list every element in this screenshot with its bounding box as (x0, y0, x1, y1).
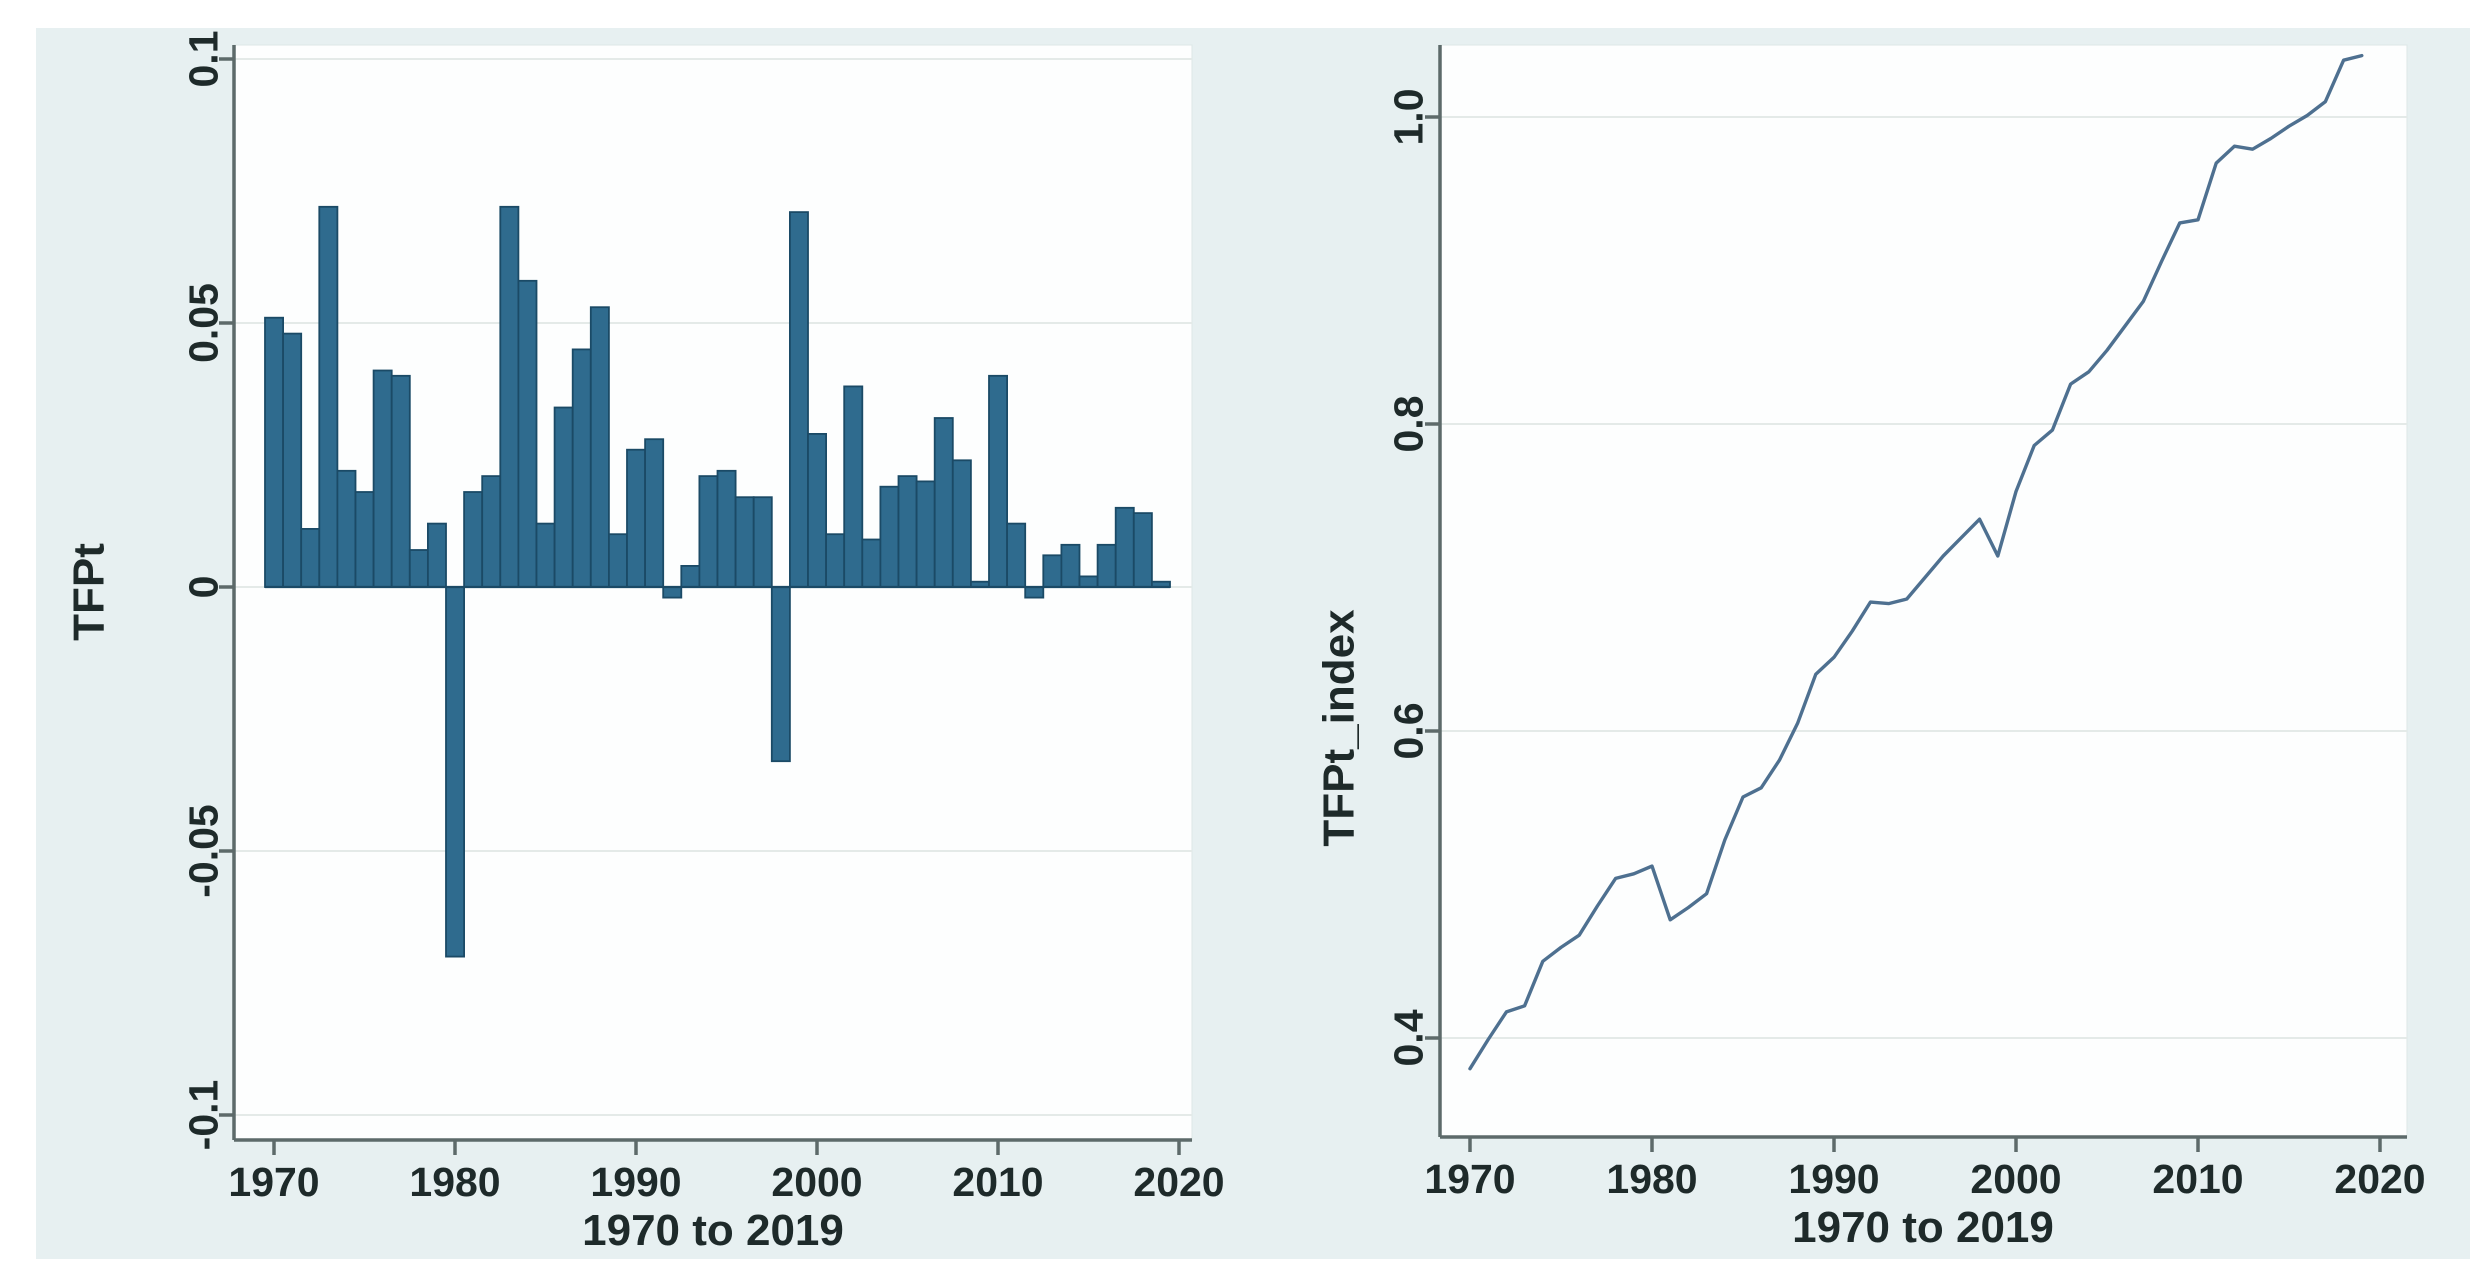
bar-2016 (1096, 543, 1117, 588)
bar-1973 (318, 205, 339, 588)
bar-1983 (499, 205, 520, 588)
bar-2002 (843, 385, 864, 588)
x-tick-label: 1980 (409, 1159, 500, 1205)
bar-2014 (1060, 543, 1081, 588)
x-tick-label: 2020 (2334, 1156, 2425, 1202)
plot-area (233, 44, 1193, 1141)
bar-2008 (951, 459, 972, 588)
bar-2010 (988, 374, 1009, 588)
y-tick-label: -0.1 (180, 1080, 226, 1151)
bar-2001 (825, 533, 846, 588)
bar-1991 (644, 438, 665, 588)
bar-2018 (1132, 512, 1153, 588)
bar-1987 (571, 348, 592, 588)
y-tick-label: 0.8 (1385, 396, 1431, 453)
y-tick-label: 0.1 (180, 31, 226, 88)
bar-1974 (336, 469, 357, 588)
x-tick-label: 1980 (1606, 1156, 1697, 1202)
bar-1988 (589, 306, 610, 588)
bar-1997 (752, 496, 773, 588)
bar-2013 (1042, 554, 1063, 588)
bar-2003 (861, 538, 882, 588)
bar-2017 (1114, 506, 1135, 588)
bar-1985 (535, 522, 556, 588)
bar-1984 (517, 279, 538, 588)
bar-1980 (445, 586, 466, 958)
bar-2000 (807, 432, 828, 588)
y-tick-label: 0.05 (180, 283, 226, 363)
y-tick-label: 0.4 (1385, 1009, 1431, 1066)
y-tick-label: -0.05 (180, 804, 226, 897)
right-x-axis-title: 1970 to 2019 (1792, 1203, 2054, 1252)
bar-1989 (608, 533, 628, 588)
bar-1975 (354, 491, 375, 588)
x-tick-label: 1970 (228, 1159, 319, 1205)
bar-1990 (626, 448, 647, 588)
tfpt-index-line-chart: 1.0 0.8 0.6 0.4 1970 1980 1990 2000 2010 2020 TFP… (1314, 44, 2426, 1252)
y-tick-label: 0.6 (1385, 703, 1431, 760)
bar-1995 (716, 469, 737, 588)
x-tick-label: 2020 (1133, 1159, 1224, 1205)
bar-1996 (734, 496, 755, 588)
bar-2007 (933, 417, 954, 588)
plot-area (1439, 44, 2408, 1138)
bar-1986 (553, 406, 574, 588)
bar-1981 (463, 491, 484, 588)
bar-1971 (282, 332, 303, 588)
bar-2006 (915, 480, 936, 588)
x-tick-label: 2000 (1970, 1156, 2061, 1202)
bar-1977 (390, 374, 411, 588)
bar-1972 (300, 528, 321, 588)
bar-1970 (264, 316, 285, 588)
bar-1982 (481, 475, 502, 588)
bar-2011 (1006, 522, 1027, 588)
x-tick-label: 1990 (590, 1159, 681, 1205)
bar-2004 (879, 485, 900, 588)
bar-1994 (698, 475, 719, 588)
bar-1999 (789, 211, 809, 588)
bar-1993 (680, 565, 701, 588)
bar-1976 (372, 369, 393, 588)
bar-1992 (662, 586, 683, 599)
bar-2005 (897, 475, 918, 588)
x-tick-label: 2010 (952, 1159, 1043, 1205)
x-tick-label: 2000 (771, 1159, 862, 1205)
left-x-axis-title: 1970 to 2019 (582, 1206, 844, 1255)
bar-1998 (770, 586, 791, 763)
bar-2015 (1078, 575, 1099, 588)
x-tick-label: 1970 (1424, 1156, 1515, 1202)
y-tick-label: 1.0 (1385, 89, 1431, 146)
bar-1978 (408, 549, 429, 588)
tfpt-index-line (1468, 53, 2364, 1071)
x-tick-label: 2010 (2152, 1156, 2243, 1202)
y-tick-label: 0 (180, 576, 226, 599)
bar-2012 (1024, 586, 1045, 599)
left-y-axis-title: TFPt (64, 543, 113, 641)
x-tick-label: 1990 (1788, 1156, 1879, 1202)
bar-1979 (426, 522, 447, 588)
right-y-axis-title: TFPt_index (1314, 609, 1363, 847)
